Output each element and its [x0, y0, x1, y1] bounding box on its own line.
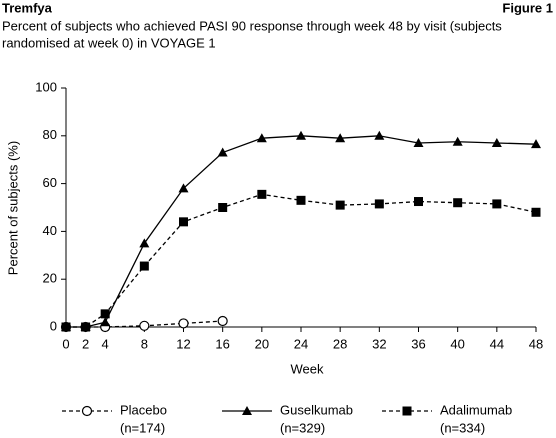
- marker: [374, 199, 384, 209]
- marker: [491, 137, 502, 147]
- marker: [452, 136, 463, 146]
- marker: [296, 130, 306, 140]
- marker: [217, 147, 228, 157]
- x-tick-label: 28: [333, 336, 347, 351]
- marker: [218, 203, 228, 212]
- legend-marker: [402, 406, 412, 416]
- marker: [178, 318, 189, 329]
- x-tick-label: 8: [141, 336, 148, 351]
- y-tick-label: 80: [43, 127, 57, 142]
- marker: [100, 317, 111, 327]
- marker: [139, 261, 149, 271]
- x-tick-label: 20: [255, 336, 269, 351]
- marker: [217, 315, 228, 327]
- marker: [178, 183, 189, 193]
- y-tick-label: 20: [43, 271, 57, 286]
- marker: [81, 322, 91, 332]
- marker: [531, 207, 541, 217]
- x-tick-label: 40: [450, 336, 464, 351]
- marker: [256, 133, 267, 143]
- marker: [257, 189, 267, 199]
- series-line: [66, 193, 537, 328]
- marker: [61, 322, 71, 332]
- legend-n: (n=329): [280, 420, 325, 435]
- title-line: Percent of subjects who achieved PASI 90…: [2, 18, 502, 33]
- legend-label: Placebo: [120, 402, 167, 417]
- y-tick-label: 0: [50, 318, 57, 333]
- x-tick-label: 36: [411, 336, 425, 351]
- figure-label: Figure 1: [502, 0, 553, 15]
- x-tick-label: 24: [294, 336, 308, 351]
- marker: [296, 195, 306, 205]
- x-tick-label: 44: [490, 336, 504, 351]
- y-tick-label: 40: [43, 223, 57, 238]
- marker: [139, 320, 150, 331]
- marker: [335, 200, 345, 210]
- legend-marker: [81, 405, 93, 417]
- x-tick-label: 2: [82, 336, 89, 351]
- marker: [531, 139, 541, 149]
- header: Tremfya: [2, 0, 53, 15]
- marker: [492, 199, 502, 209]
- x-axis-label: Week: [291, 361, 324, 376]
- marker: [413, 137, 424, 147]
- marker: [374, 130, 385, 140]
- marker: [414, 197, 423, 207]
- legend-n: (n=174): [120, 420, 165, 435]
- legend-n: (n=334): [440, 420, 485, 435]
- legend-marker: [242, 406, 252, 415]
- x-tick-label: 0: [62, 336, 69, 351]
- marker: [453, 198, 463, 208]
- y-tick-label: 60: [43, 175, 57, 190]
- x-tick-label: 48: [529, 336, 543, 351]
- legend-label: Adalimumab: [440, 402, 512, 417]
- marker: [100, 309, 110, 319]
- marker: [335, 133, 346, 143]
- x-tick-label: 4: [102, 336, 109, 351]
- y-tick-label: 100: [35, 79, 57, 94]
- x-tick-label: 12: [176, 336, 190, 351]
- legend-label: Guselkumab: [280, 402, 353, 417]
- x-tick-label: 32: [372, 336, 386, 351]
- y-axis-label: Percent of subjects (%): [5, 141, 20, 275]
- title-line: randomised at week 0) in VOYAGE 1: [2, 35, 216, 50]
- series-line: [66, 135, 537, 328]
- marker: [179, 217, 188, 227]
- marker: [139, 238, 150, 248]
- x-tick-label: 16: [215, 336, 229, 351]
